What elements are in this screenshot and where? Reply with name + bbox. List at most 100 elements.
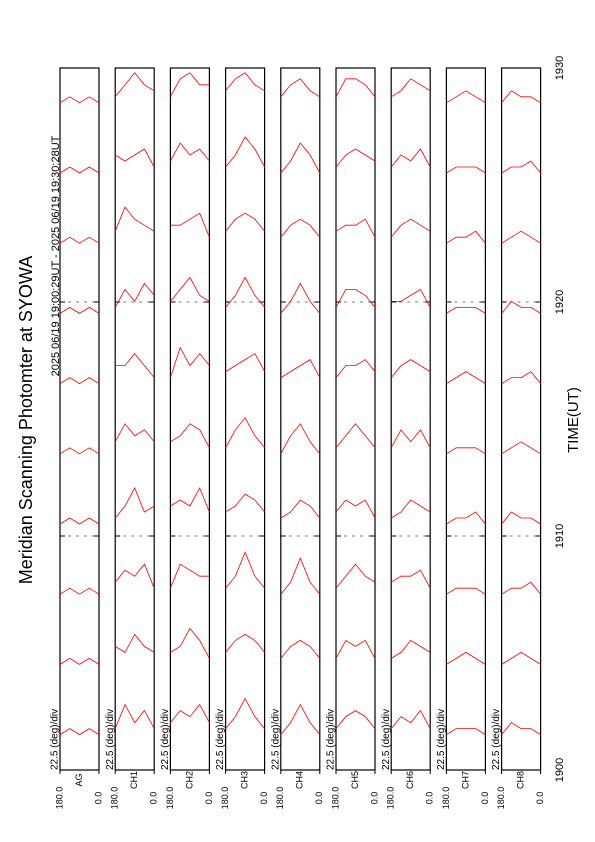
y-tick-label: 180.0 (110, 787, 120, 810)
scan-trace (225, 551, 265, 589)
scan-trace (170, 72, 210, 97)
scan-trace (335, 289, 376, 308)
y-tick-label: 0.0 (535, 792, 545, 805)
panel-frame (169, 67, 210, 771)
scan-trace (114, 487, 155, 519)
scan-trace (280, 78, 321, 98)
scan-trace (501, 581, 541, 595)
scan-trace (225, 697, 265, 729)
scan-trace (390, 429, 431, 448)
channel-label: CH6 (405, 771, 415, 789)
scan-trace (335, 148, 376, 168)
scan-trace (335, 359, 376, 378)
y-tick-label: 0.0 (93, 792, 103, 805)
channel-label: CH8 (515, 771, 525, 789)
scale-label: 22.5 (deg)/div (270, 709, 281, 770)
scan-trace (446, 90, 486, 104)
scan-trace (170, 563, 210, 589)
scan-trace (390, 359, 431, 378)
y-tick-label: 180.0 (330, 787, 340, 810)
scale-label: 22.5 (deg)/div (50, 709, 61, 770)
scan-trace (280, 499, 321, 519)
panel-frame (390, 67, 431, 771)
scan-trace (114, 703, 155, 729)
scan-trace (501, 90, 541, 104)
panel-frame (280, 67, 321, 771)
y-tick-label: 0.0 (149, 792, 159, 805)
y-tick-label: 180.0 (220, 787, 230, 810)
y-tick-label: 0.0 (314, 792, 324, 805)
scan-trace (501, 300, 541, 314)
scan-trace (114, 563, 155, 589)
scan-trace (225, 212, 265, 232)
scan-trace (170, 212, 210, 238)
scan-trace (59, 517, 100, 525)
scan-trace (114, 423, 155, 443)
scan-trace (225, 136, 265, 168)
scan-trace (501, 722, 541, 735)
y-tick-label: 0.0 (480, 792, 490, 805)
scan-trace (59, 96, 100, 104)
scan-trace (170, 703, 210, 723)
scale-label: 22.5 (deg)/div (215, 709, 226, 770)
x-tick-label: 1900 (554, 758, 566, 782)
scan-trace (280, 423, 321, 455)
scan-trace (446, 166, 486, 174)
scan-trace (390, 709, 431, 729)
scan-trace (59, 447, 100, 455)
scan-trace (280, 557, 321, 595)
scan-trace (280, 703, 321, 735)
scan-trace (225, 276, 265, 308)
scan-trace (446, 230, 486, 244)
scale-label: 22.5 (deg)/div (491, 709, 502, 770)
scan-trace (59, 306, 100, 314)
scan-trace (390, 148, 431, 168)
scan-trace (446, 728, 486, 735)
scan-trace (501, 651, 541, 665)
scan-trace (446, 307, 486, 314)
scan-trace (59, 587, 100, 595)
scan-trace (225, 417, 265, 449)
scan-trace (59, 166, 100, 174)
scan-trace (501, 441, 541, 455)
scan-trace (335, 423, 376, 449)
scale-label: 22.5 (deg)/div (436, 709, 447, 770)
scan-trace (335, 563, 376, 589)
scan-trace (59, 728, 100, 736)
scan-trace (115, 352, 155, 378)
scan-trace (114, 206, 155, 232)
channel-label: CH1 (129, 771, 139, 789)
panel-frame (114, 67, 155, 771)
scale-label: 22.5 (deg)/div (326, 709, 337, 770)
channel-label: CH5 (350, 771, 360, 789)
scan-trace (280, 639, 321, 659)
scan-trace (390, 499, 431, 519)
scan-trace (390, 218, 431, 238)
scan-trace (225, 633, 265, 653)
x-axis-label: TIME(UT) (565, 387, 582, 453)
panel-frame (501, 67, 542, 771)
scan-trace (225, 353, 265, 372)
y-tick-label: 180.0 (275, 787, 285, 810)
scan-trace (114, 282, 155, 308)
y-tick-label: 180.0 (441, 787, 451, 810)
scan-trace (170, 627, 210, 659)
scan-trace (170, 423, 210, 448)
scan-trace (170, 346, 210, 378)
scan-trace (446, 587, 486, 595)
scale-label: 22.5 (deg)/div (160, 709, 171, 770)
y-tick-label: 180.0 (165, 787, 175, 810)
scale-label: 22.5 (deg)/div (105, 709, 116, 770)
y-tick-label: 0.0 (259, 792, 269, 805)
y-tick-label: 0.0 (204, 792, 214, 805)
rotated-plot: Meridian Scanning Photomter at SYOWA 202… (16, 56, 582, 810)
scan-trace (170, 276, 210, 302)
scan-trace (501, 511, 541, 525)
scan-trace (335, 499, 376, 519)
subtitle: 2025 06/19 19:00:29UT - 2025 06/19 19:30… (50, 135, 62, 376)
scan-trace (446, 447, 486, 455)
channel-label: CH2 (184, 771, 194, 789)
x-tick-label: 1920 (554, 290, 566, 314)
channel-label: CH7 (460, 771, 470, 789)
